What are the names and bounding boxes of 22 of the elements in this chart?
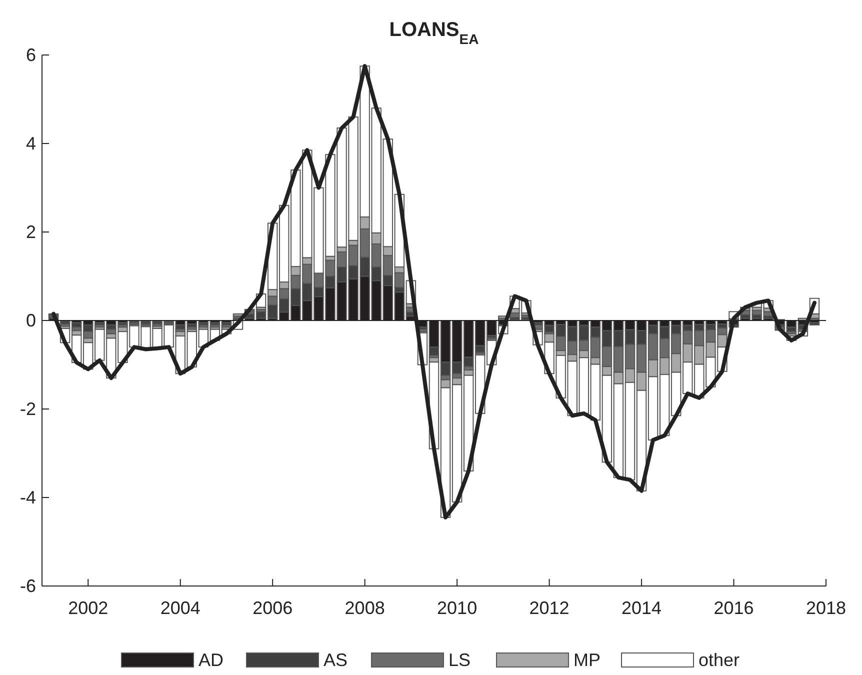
chart-title: LOANS$_{EA}$ [389,19,479,47]
y-tick-label: 0 [26,310,36,330]
x-tick-label: 2014 [622,598,662,618]
y-tick-label: -6 [20,576,36,596]
x-tick-label: 2008 [344,598,385,618]
x-tick-label: 2006 [252,598,293,618]
legend-label: MP [574,650,600,670]
x-tick-label: 2002 [68,598,108,618]
y-tick-label: 2 [26,222,36,242]
y-tick-label: 6 [26,45,36,65]
x-tick-label: 2018 [806,598,846,618]
y-tick-label: -4 [20,488,36,508]
legend-label: other [698,650,740,670]
legend-label: AD [198,650,224,670]
x-tick-label: 2010 [437,598,478,618]
y-tick-label: 4 [26,134,36,154]
x-tick-label: 2016 [714,598,754,618]
y-tick-label: -2 [20,399,36,419]
x-tick-label: 2004 [160,598,200,618]
legend-label: AS [324,650,348,670]
x-tick-label: 2012 [529,598,570,618]
legend-label: LS [448,650,471,670]
